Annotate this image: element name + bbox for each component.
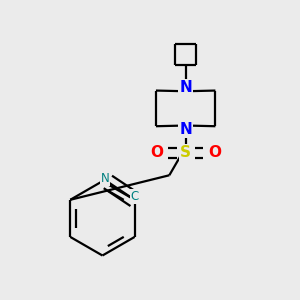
Text: C: C [130,190,139,203]
Text: N: N [179,122,192,137]
Text: N: N [179,80,192,95]
Text: O: O [150,146,163,160]
Text: O: O [208,146,221,160]
Text: S: S [180,146,191,160]
Text: N: N [100,172,109,185]
